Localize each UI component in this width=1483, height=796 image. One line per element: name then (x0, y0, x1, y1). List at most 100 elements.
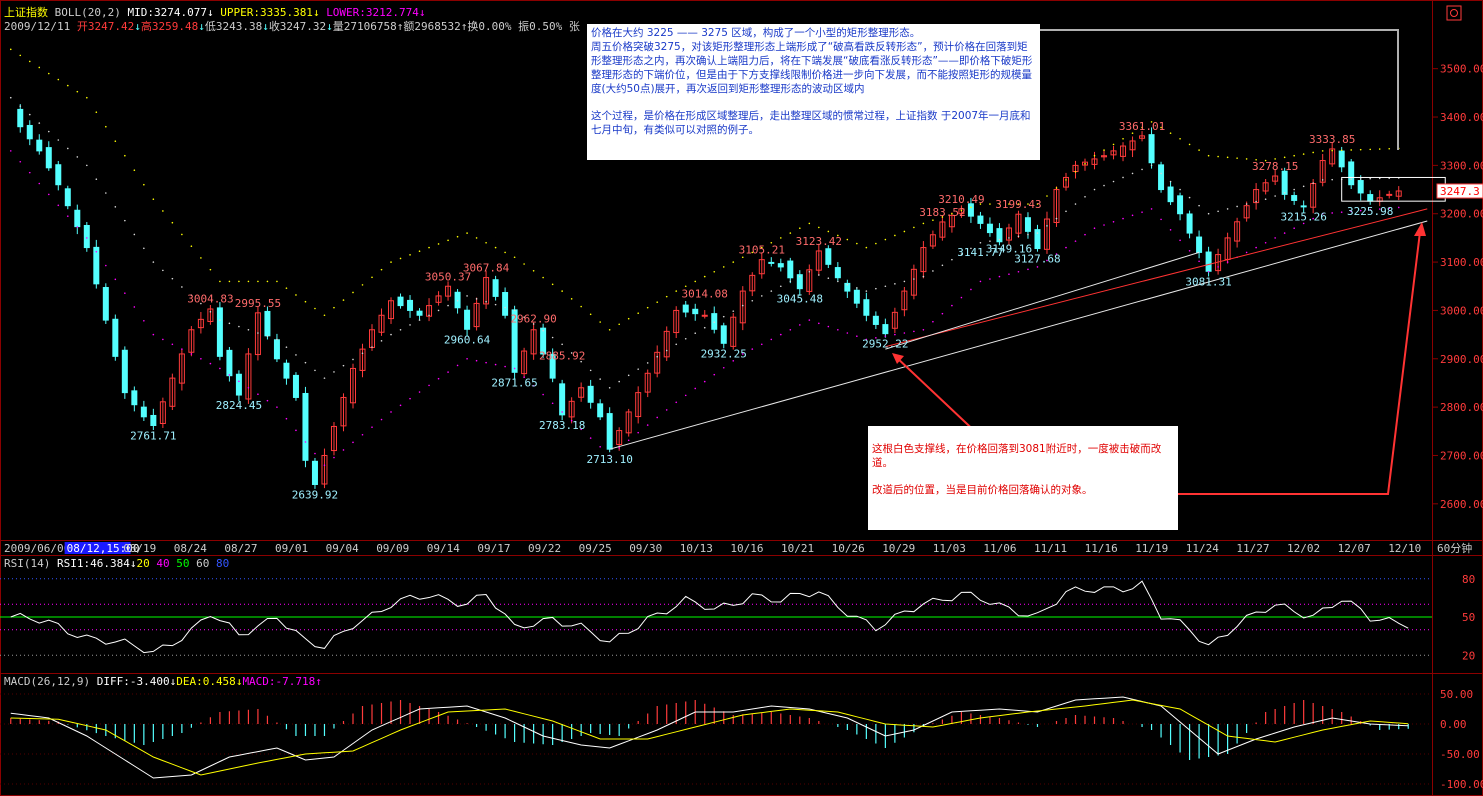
candle-body (796, 274, 803, 290)
boll-upper-dot (808, 222, 811, 225)
boll-lower-dot (276, 406, 278, 408)
trendline-white (885, 251, 1200, 350)
boll-upper-dot (409, 254, 411, 256)
boll-upper-dot (722, 266, 725, 268)
volume-label: 量27106758 (332, 20, 397, 33)
boll-mid-dot (1036, 232, 1039, 234)
amplitude-label: 振0.50% (518, 20, 563, 33)
boll-upper-dot (1388, 147, 1391, 150)
boll-upper-dot (675, 290, 678, 292)
candle-body (1091, 158, 1098, 165)
candle-body (739, 290, 746, 324)
candles (17, 104, 1402, 489)
candle-body (1082, 161, 1089, 166)
boll-upper-dot (200, 257, 202, 259)
boll-mid-dot (513, 309, 516, 312)
boll-lower-dot (228, 374, 231, 376)
boll-mid-dot (342, 364, 345, 367)
price-label-low: 2871.65 (491, 376, 537, 389)
boll-upper-dot (1321, 150, 1324, 152)
boll-upper-dot (456, 235, 459, 238)
boll-mid-dot (561, 343, 563, 346)
boll-upper-dot (656, 301, 659, 303)
analysis-note-bottom: 这根白色支撑线，在价格回落到3081附近时，一度被击破而改道。 改道后的位置，当… (868, 426, 1178, 530)
boll-mid-dot (1331, 178, 1333, 181)
boll-mid-dot (285, 346, 288, 348)
trendline-white (609, 220, 1428, 450)
boll-upper-dot (152, 198, 155, 201)
amount-arrow-icon: ↑ (460, 20, 468, 33)
rectangle-box (1341, 176, 1446, 202)
candle-body (1262, 182, 1269, 192)
candle-body (834, 267, 841, 279)
boll-mid-dot (276, 338, 278, 341)
candle-body (872, 315, 879, 325)
boll-mid-dot (447, 304, 449, 307)
candle-body (996, 228, 1003, 243)
boll-upper-dot (1084, 162, 1086, 165)
boll-upper-dot (399, 257, 402, 260)
candle-body (197, 318, 204, 329)
boll-upper-dot (1283, 156, 1286, 159)
boll-mid-dot (827, 277, 830, 279)
boll-upper-dot (485, 241, 487, 244)
boll-mid-dot (656, 355, 659, 358)
boll-lower-dot (295, 429, 297, 432)
rsi-tick-label: 20 (1462, 649, 1475, 662)
candle-body (1386, 193, 1393, 196)
boll-lower-dot (970, 288, 972, 291)
boll-mid-dot (1017, 235, 1020, 238)
boll-upper-dot (1312, 151, 1314, 154)
boll-lower (9, 150, 1400, 466)
boll-lower-dot (418, 391, 421, 393)
boll-upper-dot (1160, 126, 1162, 129)
boll-upper-dot (323, 314, 326, 317)
boll-lower-dot (380, 418, 383, 421)
macd-tick-label: 50.00 (1440, 688, 1473, 701)
boll-lower-dot (932, 320, 934, 323)
boll-lower-dot (1103, 224, 1105, 226)
boll-mid-dot (542, 329, 544, 332)
boll-mid-dot (333, 371, 335, 373)
boll-mid-dot (1103, 184, 1105, 187)
boll-mid-dot (418, 319, 421, 321)
boll-upper-dot (95, 111, 98, 113)
boll-mid-dot (1065, 210, 1067, 213)
rsi-tick-label: 50 (1462, 611, 1475, 624)
boll-mid-dot (675, 343, 678, 346)
boll-lower-dot (837, 328, 839, 331)
boll-upper-dot (713, 270, 716, 273)
price-tick-label: 2700.00 (1440, 449, 1483, 462)
boll-mid-dot (1131, 172, 1134, 175)
candle-body (349, 367, 356, 404)
boll-lower-dot (846, 332, 849, 334)
boll-mid-dot (1160, 172, 1162, 175)
boll-lower-dot (865, 338, 868, 341)
rsi-level-20: 20 (136, 557, 150, 570)
boll-mid-dot (580, 360, 582, 363)
candle-body (635, 392, 642, 418)
date-highlight-box (64, 542, 131, 554)
boll-lower-dot (656, 416, 659, 419)
rsi-header: RSI(14) RSI1:46.384↓20 40 50 60 80 (4, 557, 229, 570)
boll-upper-dot (428, 246, 430, 249)
price-label-low: 2952.22 (862, 338, 908, 351)
boll-upper-dot (371, 276, 373, 279)
candle-body (397, 296, 404, 307)
boll-upper-dot (28, 60, 31, 63)
candle-body (45, 147, 52, 169)
boll-lower-dot (1302, 222, 1305, 225)
note-bottom-line-1: 这根白色支撑线，在价格回落到3081附近时，一度被击破而改道。 (872, 443, 1162, 469)
boll-lower-dot (304, 441, 307, 443)
candle-body (93, 246, 100, 285)
boll-upper-dot (789, 232, 792, 234)
candle-body (948, 214, 955, 228)
boll-mid-dot (808, 270, 811, 273)
boll-upper-dot (47, 72, 50, 75)
boll-lower-dot (1369, 208, 1372, 211)
candle-body (17, 108, 24, 128)
price-label-low: 3215.26 (1280, 210, 1326, 223)
price-label-low: 3081.31 (1185, 275, 1231, 288)
candle-body (597, 403, 604, 418)
